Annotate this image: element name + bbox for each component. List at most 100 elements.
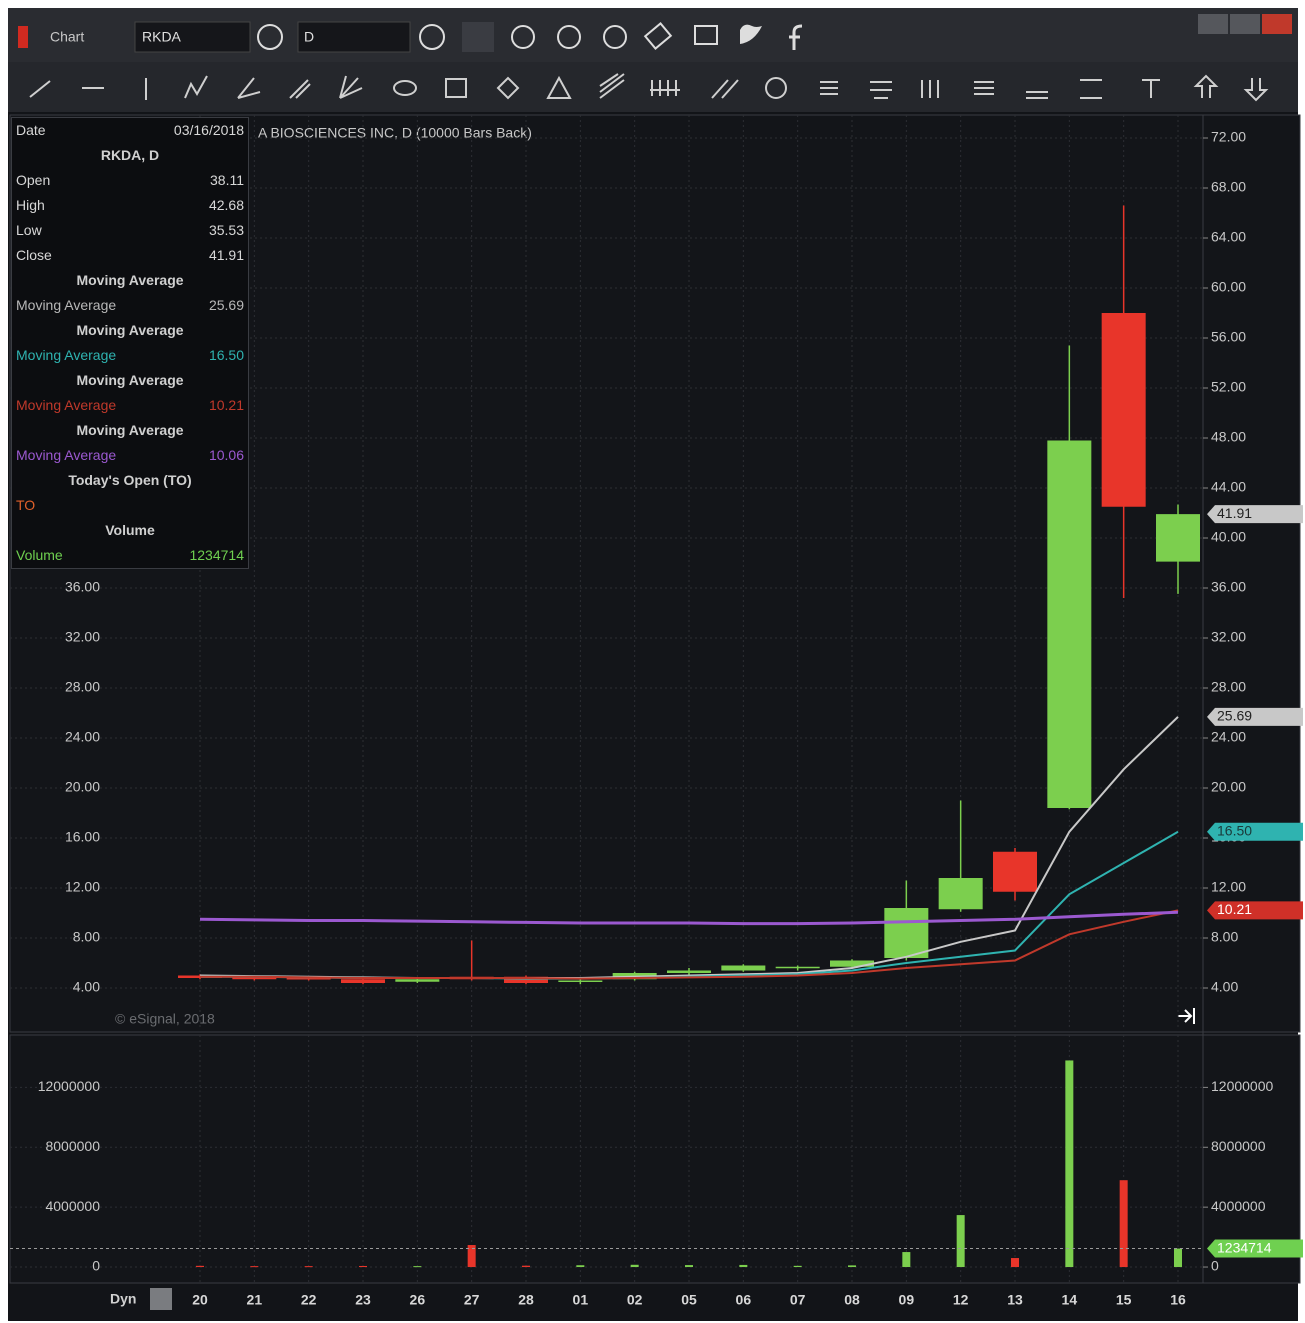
extension-tool[interactable] — [1080, 79, 1102, 99]
candle-body — [667, 970, 711, 973]
fan-tool[interactable] — [237, 77, 261, 99]
candle-body — [395, 979, 440, 982]
candle-body — [993, 851, 1037, 892]
y-tick-label-left: 16.00 — [65, 829, 100, 845]
fib-tool[interactable] — [599, 73, 625, 99]
time-tool[interactable] — [921, 80, 939, 98]
settings-icon[interactable] — [257, 24, 283, 50]
y-tick-label-left: 4000000 — [45, 1198, 100, 1214]
row-value: 38.11 — [210, 172, 244, 188]
trendline-tool[interactable] — [29, 80, 51, 98]
text-tool[interactable] — [1142, 79, 1160, 98]
clock-icon[interactable] — [419, 24, 445, 50]
volume-bar — [630, 1264, 639, 1268]
moving-average-line — [200, 909, 1179, 980]
x-tick-label: 08 — [844, 1292, 860, 1308]
indicator-rows: Moving Average Moving Average 25.69 Moving … — [12, 268, 248, 568]
polyline-tool[interactable] — [184, 75, 208, 99]
candle-body — [830, 960, 874, 967]
y-tick-label-left: 4.00 — [73, 979, 100, 995]
interval-box[interactable] — [297, 21, 411, 53]
date-value: 03/16/2018 — [173, 122, 244, 138]
x-tick-label: 13 — [1007, 1292, 1023, 1308]
retrace-tool[interactable] — [870, 81, 892, 99]
help-button[interactable] — [1198, 14, 1228, 34]
y-tick-label: 60.00 — [1211, 279, 1246, 295]
y-tick-label: 52.00 — [1211, 379, 1246, 395]
y-tick-label: 48.00 — [1211, 429, 1246, 445]
twitter-icon[interactable] — [740, 24, 762, 44]
down-arrow-tool[interactable] — [1243, 78, 1269, 102]
volume-bar — [1065, 1060, 1074, 1268]
dyn-button[interactable] — [150, 1288, 172, 1310]
y-tick-label: 4000000 — [1211, 1198, 1266, 1214]
volume-bar — [848, 1265, 856, 1268]
up-arrow-tool[interactable] — [1193, 74, 1219, 98]
rect-tool[interactable] — [445, 78, 467, 98]
indicator-row: TO — [12, 493, 248, 518]
facebook-icon[interactable] — [789, 24, 803, 50]
watermark: © eSignal, 2018 — [115, 1011, 215, 1027]
y-tick-label-left: 0 — [92, 1258, 100, 1274]
y-tick-label: 44.00 — [1211, 479, 1246, 495]
triangle-tool[interactable] — [546, 75, 572, 99]
y-tick-label: 20.00 — [1211, 779, 1246, 795]
volume-bar — [196, 1265, 204, 1268]
x-tick-label: 05 — [681, 1292, 697, 1308]
candle-body — [341, 979, 385, 983]
arc-tool[interactable] — [1026, 91, 1048, 99]
y-tick-label-left: 36.00 — [65, 579, 100, 595]
volume-badge — [1207, 1239, 1303, 1258]
indicator-value: 10.21 — [208, 397, 244, 413]
channel-tool[interactable] — [289, 79, 311, 99]
levels-tool[interactable] — [820, 81, 838, 95]
symbol-box[interactable] — [134, 21, 251, 53]
link-icon[interactable] — [643, 22, 673, 50]
pencil-icon[interactable] — [462, 22, 494, 52]
y-tick-label: 8000000 — [1211, 1138, 1266, 1154]
row-label: Close — [16, 247, 52, 263]
close-button[interactable] — [1262, 14, 1292, 34]
cycle-tool[interactable] — [650, 80, 680, 96]
scroll-end-icon[interactable] — [1178, 1008, 1195, 1024]
volume-bar — [522, 1265, 530, 1268]
row-label: Low — [16, 222, 42, 238]
indicator-label: Moving Average — [16, 297, 117, 313]
candle-body — [721, 965, 766, 971]
volume-bar — [956, 1215, 965, 1268]
diamond-tool[interactable] — [496, 76, 520, 100]
x-tick-label: 16 — [1170, 1292, 1186, 1308]
circle-tool[interactable] — [765, 77, 787, 99]
y-tick-label-left: 8000000 — [45, 1138, 100, 1154]
plot: 20 21 22 23 26 27 28 01 02 05 06 07 08 09 12 13 14 15 16 4.… — [10, 115, 1303, 1308]
symbol: RKDA — [142, 29, 182, 45]
y-tick-label: 4.00 — [1211, 979, 1238, 995]
gann-tool[interactable] — [339, 75, 363, 99]
comment-icon[interactable] — [694, 25, 718, 45]
y-tick-label-left: 8.00 — [73, 929, 100, 945]
volume-bar — [1119, 1180, 1128, 1268]
date-row: Date 03/16/2018 — [12, 118, 248, 143]
indicator-label: Moving Average — [16, 347, 117, 363]
candle-body — [286, 978, 331, 980]
price-badge-label: 10.21 — [1217, 901, 1252, 917]
ohlc-row: Open 38.11 — [12, 168, 248, 193]
parallel-tool[interactable] — [711, 79, 739, 99]
y-tick-label: 40.00 — [1211, 529, 1246, 545]
x-tick-label: 15 — [1116, 1292, 1132, 1308]
volume-bar — [1011, 1258, 1019, 1268]
restore-button[interactable] — [1230, 14, 1260, 34]
x-tick-label: 12 — [953, 1292, 969, 1308]
volume-bar — [739, 1264, 748, 1268]
y-tick-label: 24.00 — [1211, 729, 1246, 745]
y-tick-label: 36.00 — [1211, 579, 1246, 595]
ellipse-tool[interactable] — [393, 80, 417, 96]
speed-tool[interactable] — [974, 81, 994, 95]
alert-icon[interactable] — [603, 25, 627, 49]
volume-bar — [685, 1265, 693, 1268]
refresh-icon[interactable] — [511, 25, 535, 49]
play-icon[interactable] — [557, 25, 581, 49]
candle-body — [884, 908, 929, 958]
y-tick-label: 68.00 — [1211, 179, 1246, 195]
